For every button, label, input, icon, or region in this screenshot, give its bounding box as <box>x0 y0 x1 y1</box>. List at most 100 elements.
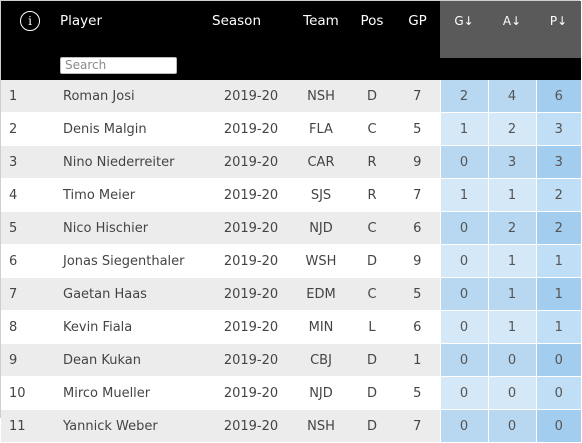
position-cell: D <box>349 376 395 410</box>
rank-cell: 3 <box>1 145 57 179</box>
position-cell: D <box>349 244 395 278</box>
team-cell: NSH <box>293 80 349 113</box>
season-cell: 2019-20 <box>209 310 293 344</box>
column-header-goals[interactable]: G↓ <box>440 1 488 58</box>
points-cell: 1 <box>535 310 581 344</box>
header-spacer <box>440 58 488 80</box>
season-cell: 2019-20 <box>209 409 293 443</box>
table-row[interactable]: 1 Roman Josi 2019-20 NSH D 7 2 4 6 <box>1 80 581 113</box>
table-row[interactable]: 8 Kevin Fiala 2019-20 MIN L 6 0 1 1 <box>1 310 581 344</box>
table-body: 1 Roman Josi 2019-20 NSH D 7 2 4 6 2 Denis Malgin 2… <box>1 80 581 443</box>
header-spacer <box>209 58 293 80</box>
table-row[interactable]: 4 Timo Meier 2019-20 SJS R 7 1 1 2 <box>1 178 581 212</box>
column-header-player[interactable]: Player <box>57 1 209 58</box>
player-name-cell: Nino Niederreiter <box>57 145 209 179</box>
player-name-cell: Roman Josi <box>57 80 209 113</box>
games-played-cell: 7 <box>395 80 440 113</box>
season-cell: 2019-20 <box>209 145 293 179</box>
assists-cell: 1 <box>487 310 536 344</box>
games-played-cell: 7 <box>395 178 440 212</box>
team-cell: CAR <box>293 145 349 179</box>
rank-cell: 7 <box>1 277 57 311</box>
team-cell: MIN <box>293 310 349 344</box>
rank-cell: 1 <box>1 80 57 113</box>
season-cell: 2019-20 <box>209 80 293 113</box>
header-spacer <box>488 58 536 80</box>
player-name-cell: Timo Meier <box>57 178 209 212</box>
goals-cell: 0 <box>439 277 488 311</box>
goals-cell: 2 <box>439 80 488 113</box>
player-name-cell: Jonas Siegenthaler <box>57 244 209 278</box>
column-header-assists[interactable]: A↓ <box>488 1 536 58</box>
table-row[interactable]: 10 Mirco Mueller 2019-20 NJD D 5 0 0 0 <box>1 376 581 410</box>
points-cell: 0 <box>535 376 581 410</box>
table-row[interactable]: 2 Denis Malgin 2019-20 FLA C 5 1 2 3 <box>1 112 581 146</box>
rank-cell: 4 <box>1 178 57 212</box>
points-cell: 0 <box>535 343 581 377</box>
goals-cell: 0 <box>439 145 488 179</box>
assists-cell: 3 <box>487 145 536 179</box>
goals-cell: 0 <box>439 244 488 278</box>
games-played-cell: 1 <box>395 343 440 377</box>
header-spacer <box>349 58 395 80</box>
position-cell: D <box>349 343 395 377</box>
position-cell: L <box>349 310 395 344</box>
table-row[interactable]: 7 Gaetan Haas 2019-20 EDM C 5 0 1 1 <box>1 277 581 311</box>
player-name-cell: Yannick Weber <box>57 409 209 443</box>
table-header: i Player Season Team Pos GP G↓ A↓ P↓ <box>1 1 581 80</box>
player-name-cell: Denis Malgin <box>57 112 209 146</box>
column-header-pos[interactable]: Pos <box>349 1 395 58</box>
search-cell <box>57 56 209 80</box>
rank-cell: 8 <box>1 310 57 344</box>
season-cell: 2019-20 <box>209 178 293 212</box>
points-sort-label: P↓ <box>549 14 568 28</box>
goals-cell: 0 <box>439 343 488 377</box>
rank-cell: 2 <box>1 112 57 146</box>
info-icon[interactable]: i <box>20 11 40 31</box>
goals-cell: 0 <box>439 211 488 245</box>
position-cell: D <box>349 409 395 443</box>
assists-cell: 1 <box>487 244 536 278</box>
assists-sort-label: A↓ <box>502 14 522 28</box>
team-cell: NJD <box>293 211 349 245</box>
header-spacer <box>293 58 349 80</box>
games-played-cell: 9 <box>395 145 440 179</box>
games-played-cell: 6 <box>395 310 440 344</box>
position-cell: C <box>349 211 395 245</box>
rank-cell: 11 <box>1 409 57 443</box>
season-cell: 2019-20 <box>209 211 293 245</box>
assists-cell: 0 <box>487 376 536 410</box>
table-row[interactable]: 3 Nino Niederreiter 2019-20 CAR R 9 0 3 3 <box>1 145 581 179</box>
assists-cell: 4 <box>487 80 536 113</box>
rank-cell: 9 <box>1 343 57 377</box>
search-input[interactable] <box>60 56 177 74</box>
table-row[interactable]: 9 Dean Kukan 2019-20 CBJ D 1 0 0 0 <box>1 343 581 377</box>
games-played-cell: 5 <box>395 112 440 146</box>
position-cell: C <box>349 112 395 146</box>
goals-cell: 0 <box>439 376 488 410</box>
table-row[interactable]: 6 Jonas Siegenthaler 2019-20 WSH D 9 0 1 1 <box>1 244 581 278</box>
column-header-team[interactable]: Team <box>293 1 349 58</box>
column-header-gp[interactable]: GP <box>395 1 440 58</box>
position-cell: D <box>349 80 395 113</box>
header-spacer <box>1 58 57 80</box>
table-row[interactable]: 5 Nico Hischier 2019-20 NJD C 6 0 2 2 <box>1 211 581 245</box>
team-cell: SJS <box>293 178 349 212</box>
games-played-cell: 6 <box>395 211 440 245</box>
assists-cell: 0 <box>487 343 536 377</box>
column-header-season[interactable]: Season <box>209 1 293 58</box>
header-spacer <box>395 58 440 80</box>
points-cell: 2 <box>535 211 581 245</box>
rank-cell: 6 <box>1 244 57 278</box>
position-cell: R <box>349 178 395 212</box>
info-header-cell: i <box>1 1 57 58</box>
games-played-cell: 9 <box>395 244 440 278</box>
points-cell: 0 <box>535 409 581 443</box>
column-header-points[interactable]: P↓ <box>536 1 581 58</box>
games-played-cell: 5 <box>395 277 440 311</box>
goals-cell: 0 <box>439 409 488 443</box>
team-cell: EDM <box>293 277 349 311</box>
table-row[interactable]: 11 Yannick Weber 2019-20 NSH D 7 0 0 0 <box>1 409 581 443</box>
